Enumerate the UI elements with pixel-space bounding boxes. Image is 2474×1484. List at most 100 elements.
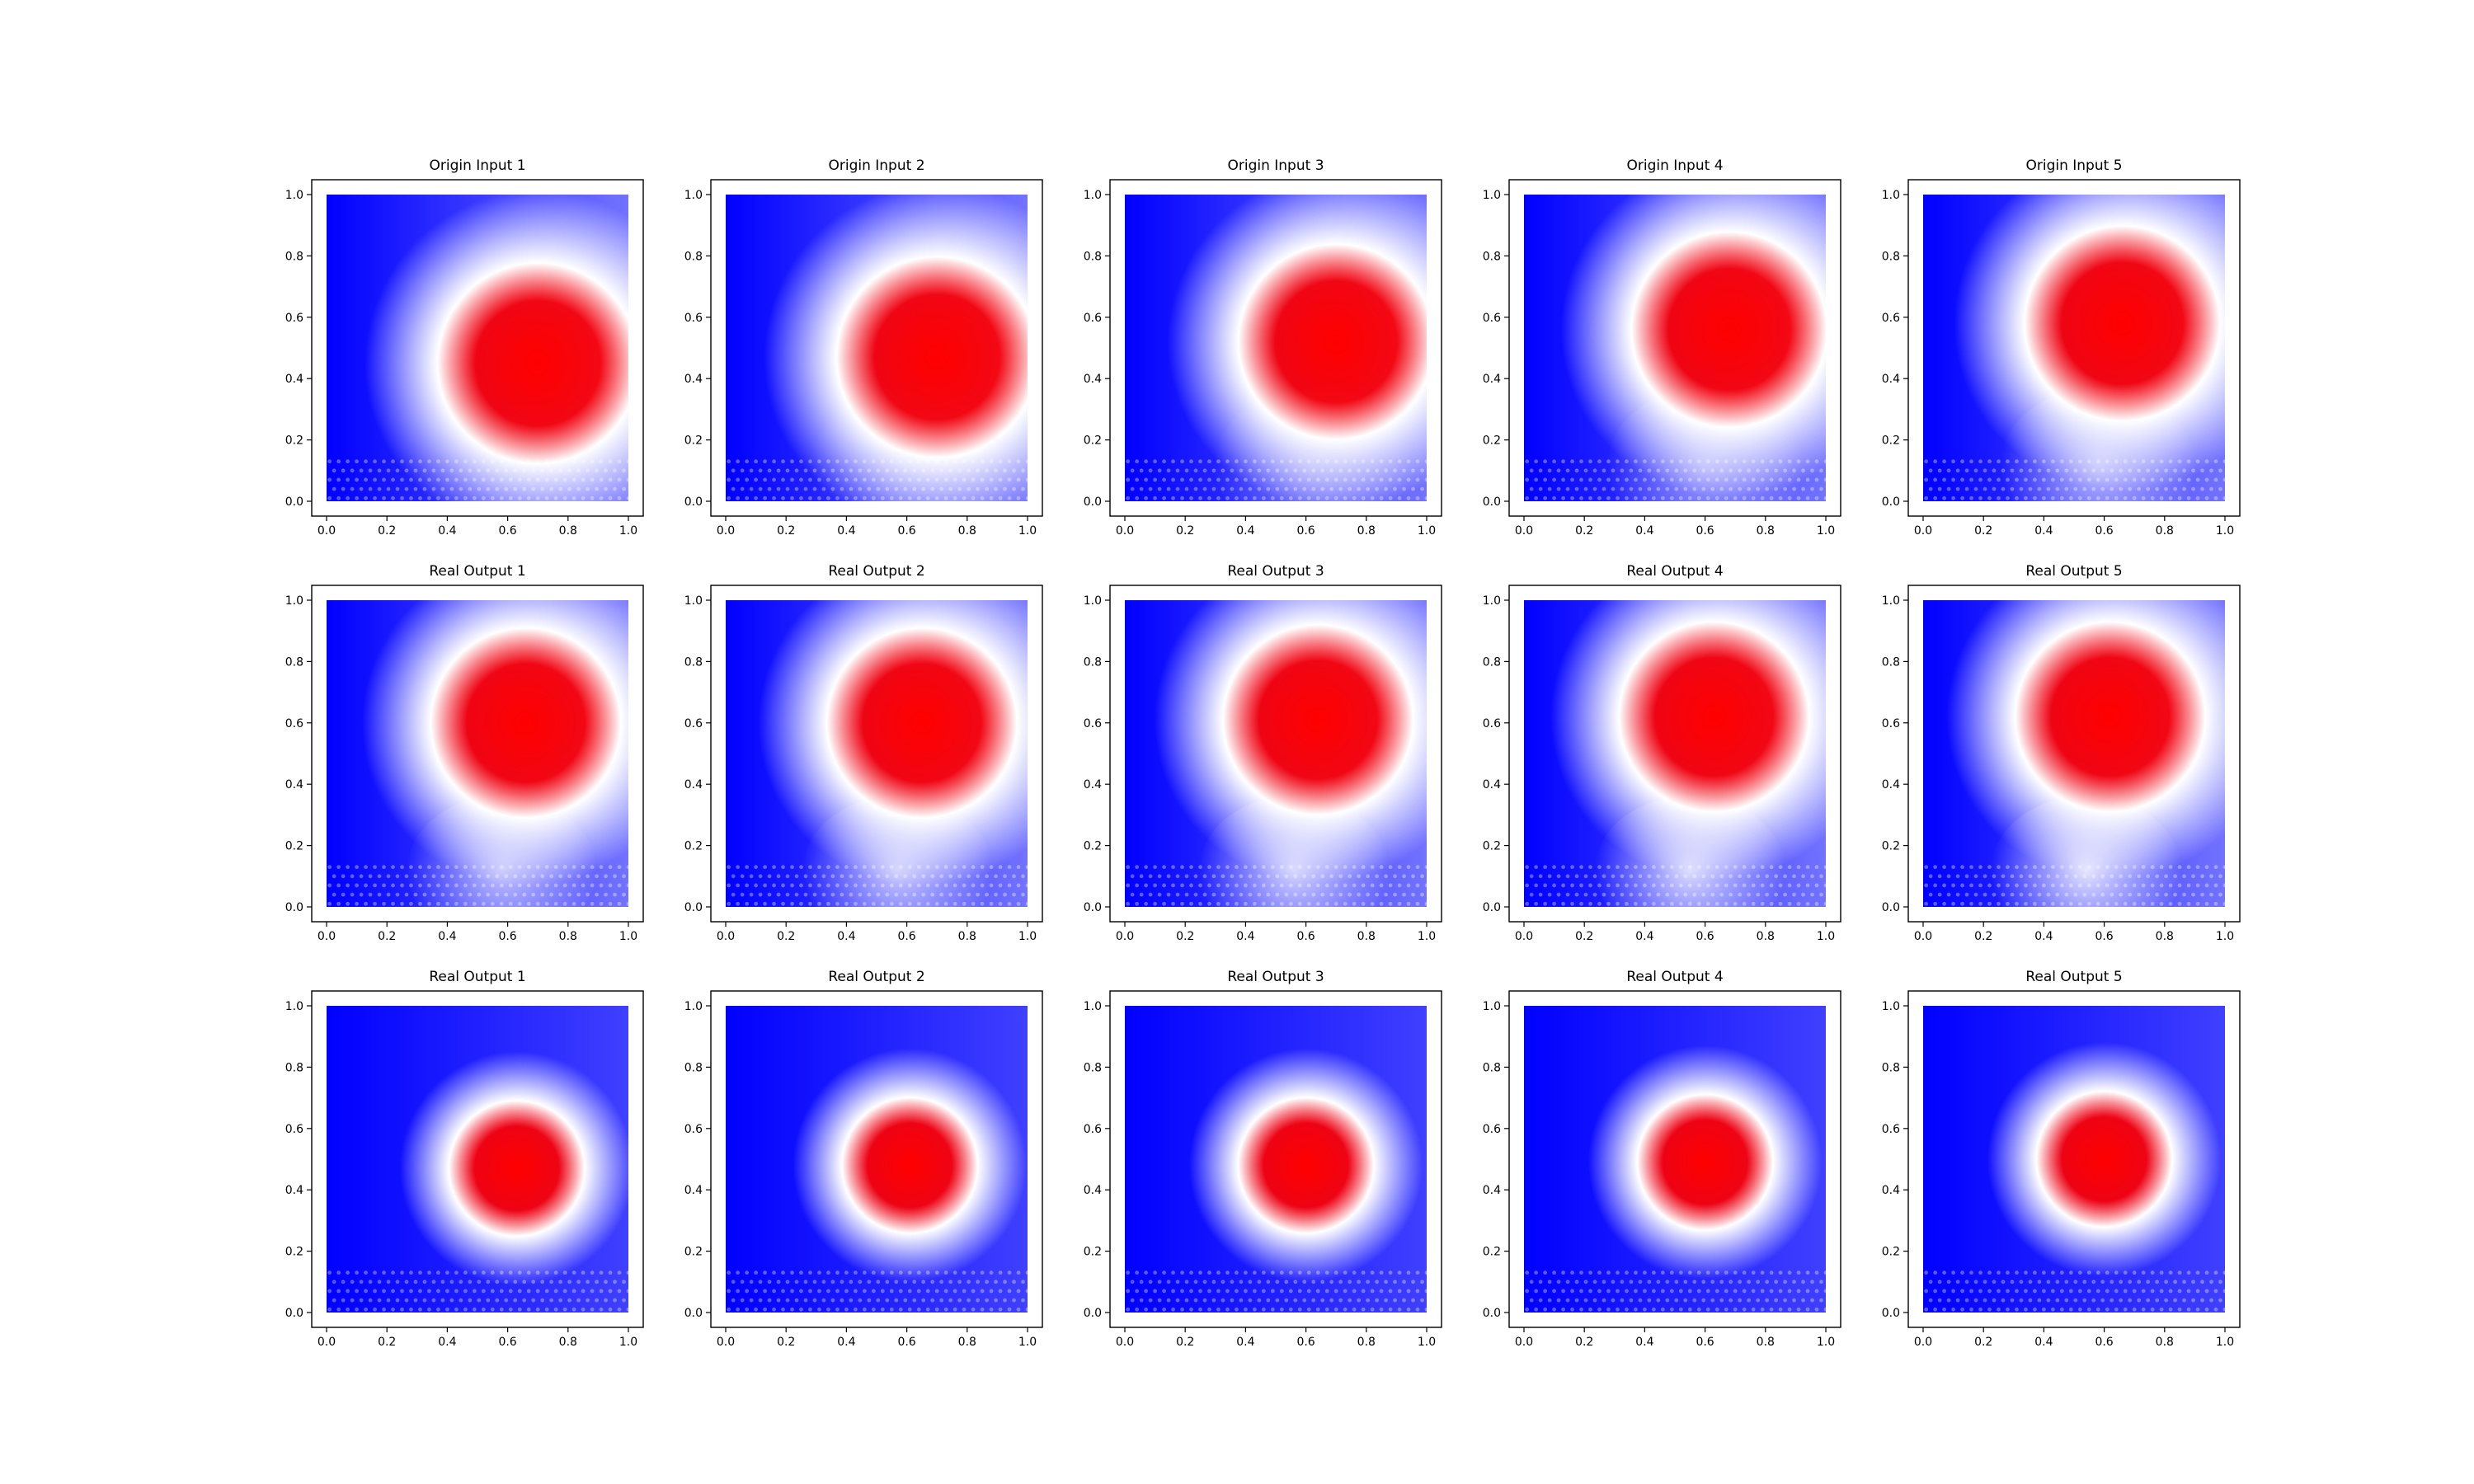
subplot-title: Real Output 5 [2025, 969, 2122, 985]
scatter-points-bottom [727, 865, 1028, 906]
subplot-title: Real Output 2 [828, 969, 924, 985]
x-tick-label: 0.2 [1974, 524, 1992, 538]
scatter-field [1125, 1006, 1427, 1313]
x-axis-ticks: 0.0 0.2 0.4 0.6 0.8 1.0 [1914, 1327, 2234, 1349]
axes-frame [710, 990, 1043, 1328]
scatter-points-bottom [1126, 865, 1427, 906]
x-tick-label: 0.0 [1515, 1336, 1533, 1349]
y-tick-label: 0.4 [1483, 373, 1501, 386]
y-tick-label: 1.0 [285, 594, 303, 608]
y-tick-label: 0.2 [285, 434, 303, 448]
y-axis-ticks: 0.0 0.2 0.4 0.6 0.8 1.0 [285, 1000, 312, 1320]
y-tick-label: 0.0 [1882, 901, 1900, 914]
x-tick-label: 0.2 [378, 524, 396, 538]
scatter-field [327, 1006, 628, 1313]
x-axis-ticks: 0.0 0.2 0.4 0.6 0.8 1.0 [317, 922, 637, 943]
scatter-field [1524, 600, 1826, 907]
y-tick-label: 0.2 [1084, 840, 1102, 853]
y-axis-ticks: 0.0 0.2 0.4 0.6 0.8 1.0 [1084, 594, 1110, 914]
y-tick-label: 0.6 [684, 717, 703, 730]
y-tick-label: 0.6 [1882, 312, 1900, 325]
x-tick-label: 1.0 [1018, 524, 1037, 538]
axes-frame [1109, 585, 1442, 923]
y-tick-label: 0.8 [1084, 655, 1102, 669]
x-tick-label: 0.4 [2034, 1336, 2053, 1349]
x-tick-label: 0.4 [837, 524, 855, 538]
x-tick-label: 0.2 [1575, 1336, 1593, 1349]
x-tick-label: 0.6 [1696, 930, 1714, 943]
y-tick-label: 0.0 [285, 901, 303, 914]
subplot-8: Real Output 3 0.0 0.2 0.4 0.6 0.8 1.0 0.0 0.2 0.4… [1084, 563, 1442, 943]
subplot-title: Real Output 2 [828, 563, 924, 580]
subplot-title: Real Output 4 [1626, 563, 1723, 580]
axes-frame [1508, 990, 1841, 1328]
x-axis-ticks: 0.0 0.2 0.4 0.6 0.8 1.0 [1515, 1327, 1835, 1349]
x-tick-label: 0.0 [317, 1336, 336, 1349]
x-tick-label: 0.6 [498, 930, 516, 943]
axes-frame [1508, 585, 1841, 923]
axes-frame [1109, 179, 1442, 517]
x-tick-label: 0.6 [897, 524, 915, 538]
scatter-field [1125, 600, 1427, 907]
y-tick-label: 0.6 [1483, 1123, 1501, 1136]
y-tick-label: 1.0 [1882, 594, 1900, 608]
y-tick-label: 1.0 [1483, 189, 1501, 202]
x-tick-label: 0.6 [1696, 524, 1714, 538]
y-tick-label: 0.6 [1483, 312, 1501, 325]
y-tick-label: 0.2 [1882, 434, 1900, 448]
x-axis-ticks: 0.0 0.2 0.4 0.6 0.8 1.0 [1116, 1327, 1436, 1349]
axes-frame [1508, 179, 1841, 517]
x-tick-label: 0.8 [1757, 1336, 1775, 1349]
y-tick-label: 0.0 [1483, 1307, 1501, 1320]
subplot-title: Origin Input 5 [2025, 157, 2122, 174]
x-axis-ticks: 0.0 0.2 0.4 0.6 0.8 1.0 [1914, 922, 2234, 943]
subplot-10: Real Output 5 0.0 0.2 0.4 0.6 0.8 1.0 0.0 0.2 0.4… [1882, 563, 2241, 943]
y-tick-label: 0.8 [1084, 250, 1102, 263]
x-tick-label: 0.6 [2095, 524, 2113, 538]
x-tick-label: 0.4 [438, 524, 456, 538]
x-tick-label: 0.6 [897, 930, 915, 943]
x-tick-label: 0.0 [1914, 930, 1932, 943]
x-tick-label: 1.0 [1418, 930, 1436, 943]
subplot-title: Origin Input 2 [828, 157, 924, 174]
y-axis-ticks: 0.0 0.2 0.4 0.6 0.8 1.0 [285, 189, 312, 509]
scatter-points-bottom [1126, 459, 1427, 500]
red-blob [399, 1051, 628, 1285]
red-blob [362, 600, 628, 887]
y-tick-label: 0.6 [1483, 717, 1501, 730]
x-tick-label: 0.8 [958, 1336, 976, 1349]
y-tick-label: 0.6 [1084, 1123, 1102, 1136]
x-tick-label: 0.0 [717, 1336, 735, 1349]
x-tick-label: 0.0 [317, 930, 336, 943]
x-tick-label: 0.4 [438, 930, 456, 943]
scatter-points-bottom [727, 459, 1028, 500]
subplot-12: Real Output 2 0.0 0.2 0.4 0.6 0.8 1.0 0.0 0.2 0.4… [684, 969, 1043, 1349]
y-tick-label: 0.0 [1882, 1307, 1900, 1320]
subplot-title: Real Output 1 [429, 563, 525, 580]
x-tick-label: 0.8 [958, 930, 976, 943]
y-tick-label: 0.0 [1882, 495, 1900, 509]
red-blob [1168, 195, 1427, 501]
x-tick-label: 0.6 [498, 1336, 516, 1349]
scatter-points-bottom [327, 1270, 628, 1312]
y-axis-ticks: 0.0 0.2 0.4 0.6 0.8 1.0 [1483, 189, 1509, 509]
y-tick-label: 0.6 [285, 1123, 303, 1136]
x-tick-label: 0.6 [2095, 1336, 2113, 1349]
y-tick-label: 0.2 [1882, 1246, 1900, 1259]
y-tick-label: 0.4 [684, 1184, 703, 1197]
x-tick-label: 0.0 [1116, 930, 1134, 943]
y-tick-label: 0.8 [1882, 1061, 1900, 1074]
red-blob [1587, 1045, 1823, 1280]
x-tick-label: 0.2 [1575, 930, 1593, 943]
x-tick-label: 0.8 [1357, 1336, 1376, 1349]
subplot-title: Real Output 1 [429, 969, 525, 985]
subplot-4: Origin Input 40.0 0.2 0.4 0.6 0.8 1.00.00.20.… [1483, 157, 1841, 538]
y-tick-label: 0.8 [1882, 655, 1900, 669]
y-tick-label: 0.2 [1483, 840, 1501, 853]
y-axis-ticks: 0.0 0.2 0.4 0.6 0.8 1.0 [1882, 189, 1908, 509]
red-blob [764, 195, 1028, 501]
x-axis-ticks: 0.0 0.2 0.4 0.6 0.8 1.0 [1116, 516, 1436, 538]
x-tick-label: 0.2 [777, 930, 795, 943]
x-tick-label: 0.0 [717, 930, 735, 943]
x-tick-label: 1.0 [1418, 524, 1436, 538]
